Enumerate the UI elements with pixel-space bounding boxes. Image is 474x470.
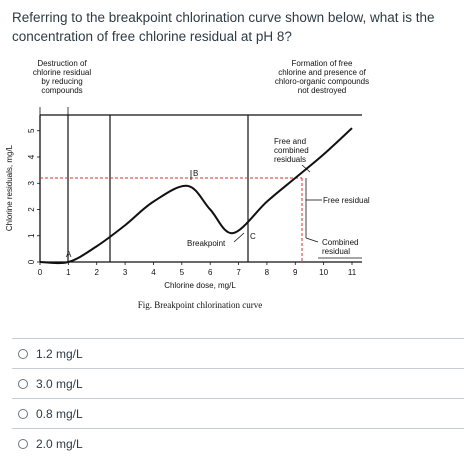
question-text: Referring to the breakpoint chlorination…	[12, 10, 435, 44]
answer-option-1[interactable]: 1.2 mg/L	[12, 338, 464, 368]
y-tick-label: 4	[27, 154, 36, 159]
answer-label: 2.0 mg/L	[36, 436, 83, 451]
top-right-line-3: chloro-organic compounds	[275, 77, 369, 86]
chlorination-curve	[39, 127, 353, 265]
point-a-label: A	[66, 250, 72, 259]
point-b-label: B	[193, 169, 198, 178]
answer-list: 1.2 mg/L 3.0 mg/L 0.8 mg/L 2.0 mg/L	[12, 338, 464, 458]
free-residual-label: Free residual	[323, 196, 370, 205]
x-tick-label: 11	[348, 268, 357, 277]
x-tick-label: 1	[66, 268, 71, 277]
breakpoint-label: Breakpoint	[187, 239, 226, 248]
x-tick-label: 7	[236, 268, 241, 277]
top-right-label: Formation of free chlorine and presence …	[275, 59, 369, 95]
y-tick-label: 2	[27, 207, 36, 212]
answer-option-4[interactable]: 2.0 mg/L	[12, 428, 464, 458]
y-axis-label: Chlorine residuals, mg/L	[5, 144, 14, 231]
x-tick-label: 6	[208, 268, 213, 277]
top-right-line-2: chlorine and presence of	[278, 68, 366, 77]
radio-button[interactable]	[18, 438, 28, 449]
y-tick-label: 0	[27, 259, 36, 264]
top-left-line-1: Destruction of	[37, 59, 87, 68]
free-combined-line-2: combined	[274, 146, 309, 155]
x-tick-label: 5	[180, 268, 185, 277]
y-ticks: 0 1 2 3 4 5	[27, 128, 40, 264]
top-left-line-4: compounds	[41, 86, 82, 95]
radio-button[interactable]	[18, 408, 28, 419]
y-tick-label: 5	[27, 128, 36, 133]
breakpoint-chlorination-figure: Destruction of chlorine residual by redu…	[0, 52, 474, 324]
answer-label: 0.8 mg/L	[36, 406, 83, 421]
top-right-line-4: not destroyed	[298, 86, 346, 95]
free-combined-line-3: residuals	[274, 155, 306, 164]
radio-button[interactable]	[18, 378, 28, 389]
point-c-label: C	[250, 232, 256, 241]
x-ticks: 0 1 2 3 4 5 6 7 8 9 10 11	[38, 262, 357, 277]
figure-caption: Fig. Breakpoint chlorination curve	[138, 300, 262, 310]
breakpoint-chart: Destruction of chlorine residual by redu…	[5, 59, 370, 310]
x-tick-label: 10	[319, 268, 328, 277]
combined-residual-line-2: residual	[322, 247, 350, 256]
top-left-label: Destruction of chlorine residual by redu…	[33, 59, 91, 95]
top-left-line-3: by reducing	[41, 77, 82, 86]
y-tick-label: 3	[27, 180, 36, 185]
x-tick-label: 3	[123, 268, 128, 277]
answer-label: 1.2 mg/L	[36, 346, 83, 361]
answer-option-3[interactable]: 0.8 mg/L	[12, 398, 464, 428]
x-tick-label: 0	[38, 268, 43, 277]
top-right-line-1: Formation of free	[292, 59, 353, 68]
x-axis-label: Chlorine dose, mg/L	[164, 281, 236, 290]
y-tick-label: 1	[27, 233, 36, 238]
answer-option-2[interactable]: 3.0 mg/L	[12, 368, 464, 398]
radio-button[interactable]	[18, 348, 28, 359]
combined-residual-line-1: Combined	[322, 238, 358, 247]
top-left-line-2: chlorine residual	[33, 68, 91, 77]
free-combined-line-1: Free and	[274, 137, 306, 146]
x-tick-label: 2	[95, 268, 100, 277]
x-tick-label: 4	[151, 268, 156, 277]
x-tick-label: 8	[265, 268, 270, 277]
answer-label: 3.0 mg/L	[36, 376, 83, 391]
x-tick-label: 9	[293, 268, 298, 277]
